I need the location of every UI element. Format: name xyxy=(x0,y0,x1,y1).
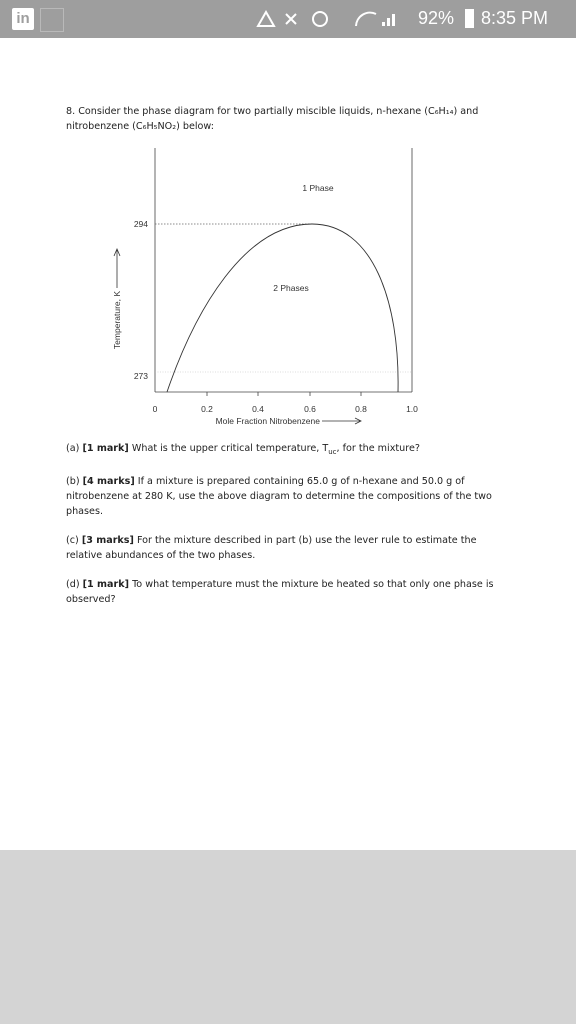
part-text: , for the mixture? xyxy=(336,443,420,454)
icons xyxy=(256,9,395,27)
part-label: (a) xyxy=(66,443,80,454)
time: 8:35 PM xyxy=(481,8,549,28)
parts: (a) [1 mark] What is the upper critical … xyxy=(66,441,506,607)
grid-icon xyxy=(40,8,64,32)
x-axis-label: Mole Fraction Nitrobenzene xyxy=(216,416,321,426)
x-tick-label: 0.2 xyxy=(201,404,213,414)
part-text: For the mixture described in part (b) us… xyxy=(66,534,477,561)
y-tick-label: 294 xyxy=(134,219,148,229)
marks: [1 mark] xyxy=(82,578,130,590)
part: (d) [1 mark] To what temperature must th… xyxy=(66,577,506,607)
bottom-panel xyxy=(0,850,576,1024)
battery-icon xyxy=(465,9,474,28)
subscript: uc xyxy=(328,447,337,456)
part-text: To what temperature must the mixture be … xyxy=(66,578,494,605)
question: 8. Consider the phase diagram for two pa… xyxy=(66,104,514,134)
x-ticks xyxy=(206,392,362,396)
question-text: nitrobenzene (C₆H₅NO₂) below: xyxy=(66,121,214,132)
coexistence-curve xyxy=(166,223,399,393)
marks: [4 marks] xyxy=(82,475,135,487)
y-arrow xyxy=(113,247,121,288)
x-arrow xyxy=(322,417,362,425)
marks: [1 mark] xyxy=(82,443,129,454)
marks: [3 marks] xyxy=(81,534,134,546)
y-tick-label: 273 xyxy=(134,371,148,381)
battery-text: 92% xyxy=(418,8,455,28)
y-axis-label: Temperature, K xyxy=(112,291,122,349)
status-bar: in 92% 8:35 PM xyxy=(0,0,576,38)
part: (a) [1 mark] What is the upper critical … xyxy=(66,441,506,460)
x-tick-label: 0.8 xyxy=(355,404,367,414)
question-text: Consider the phase diagram for two parti… xyxy=(78,106,479,117)
x-tick-label: 0 xyxy=(153,404,158,414)
region-label: 1 Phase xyxy=(302,183,333,193)
phase-diagram: 0 0.2 0.4 0.6 0.8 1.0 294 273 1 Phase 2 … xyxy=(112,148,418,426)
question-number: 8. xyxy=(66,106,76,117)
part: (c) [3 marks] For the mixture described … xyxy=(66,533,506,563)
app-icon: in xyxy=(12,8,34,30)
x-tick-label: 1.0 xyxy=(406,404,418,414)
x-tick-label: 0.4 xyxy=(252,404,264,414)
part-text: What is the upper critical temperature, … xyxy=(131,443,329,454)
region-label: 2 Phases xyxy=(273,283,308,293)
part: (b) [4 marks] If a mixture is prepared c… xyxy=(66,474,506,519)
document: 8. Consider the phase diagram for two pa… xyxy=(66,104,514,134)
status-icons xyxy=(256,9,406,28)
part-label: (c) xyxy=(66,534,79,546)
x-tick-label: 0.6 xyxy=(304,404,316,414)
part-label: (b) xyxy=(66,475,80,487)
part-text: If a mixture is prepared containing 65.0… xyxy=(66,475,492,517)
part-label: (d) xyxy=(66,578,80,590)
